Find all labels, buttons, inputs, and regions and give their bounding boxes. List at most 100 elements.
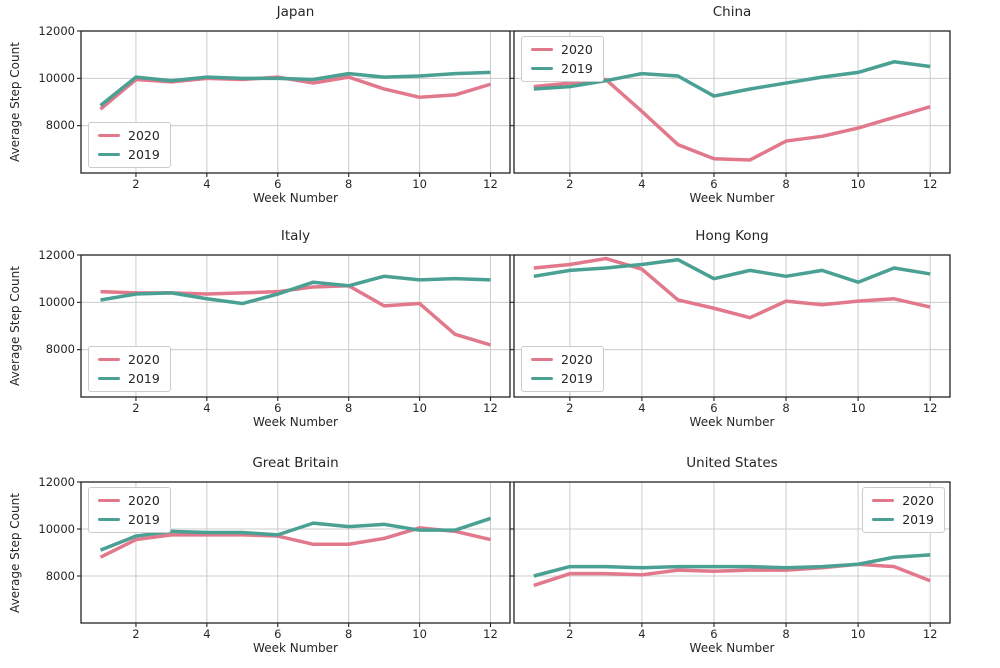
- subplot-japan: Japan Week Number 2 4 6 8 10 12 8000 10000 12000…: [38, 4, 511, 205]
- x-tick-label: 2: [566, 401, 574, 415]
- legend-label: 2020: [128, 128, 160, 143]
- x-tick-label: 10: [850, 177, 866, 191]
- legend-label: 2020: [561, 42, 593, 57]
- subplot-title: Italy: [280, 228, 311, 244]
- legend-entry: 2019: [98, 512, 160, 527]
- legend-label: 2019: [128, 512, 160, 527]
- legend-line-swatch: [98, 358, 120, 361]
- x-tick-label: 8: [782, 401, 790, 415]
- x-axis-label: Week Number: [689, 191, 775, 205]
- tick-marks: [77, 254, 492, 401]
- series-line-2019: [533, 257, 931, 284]
- legend-label: 2020: [128, 352, 160, 367]
- x-axis-label: Week Number: [689, 641, 775, 655]
- x-tick-label: 8: [345, 401, 353, 415]
- subplot-title: China: [712, 4, 752, 20]
- legend-label: 2020: [128, 493, 160, 508]
- x-tick-label: 10: [412, 627, 427, 641]
- x-tick-label: 2: [566, 627, 574, 641]
- legend: 2020 2019: [521, 346, 604, 392]
- y-axis-label: Average Step Count: [8, 42, 22, 162]
- x-tick-label: 2: [132, 627, 140, 641]
- series-line-2019: [99, 70, 491, 107]
- legend-line-swatch: [872, 499, 895, 502]
- legend-entry: 2019: [531, 61, 593, 76]
- x-axis-label: Week Number: [253, 641, 338, 655]
- y-axis-label: Average Step Count: [8, 266, 22, 386]
- y-tick-label: 8000: [45, 342, 75, 357]
- x-tick-label: 4: [638, 627, 646, 641]
- legend-entry: 2020: [872, 493, 934, 508]
- x-tick-label: 6: [710, 401, 718, 415]
- y-axis-label: Average Step Count: [8, 493, 22, 613]
- series-line-2020: [533, 256, 931, 320]
- legend-entry: 2019: [872, 512, 934, 527]
- x-tick-label: 4: [638, 401, 646, 415]
- plot-spines: [80, 30, 511, 174]
- subplot-great-britain: Great Britain Week Number 2 4 6 8 10 12 8000 10…: [38, 455, 511, 655]
- plot-area: [510, 481, 951, 627]
- x-tick-label: 2: [132, 401, 140, 415]
- y-tick-label: 12000: [38, 23, 75, 38]
- legend-label: 2020: [902, 493, 934, 508]
- y-tick-label: 10000: [38, 521, 75, 536]
- x-tick-label: 12: [483, 401, 498, 415]
- legend-line-swatch: [531, 48, 553, 51]
- legend-entry: 2019: [98, 371, 160, 386]
- subplot-hong-kong: Hong Kong Week Number 2 4 6 8 10 12 2020 2019: [510, 228, 951, 429]
- legend-entry: 2020: [531, 352, 593, 367]
- x-tick-label: 2: [566, 177, 574, 191]
- tick-marks: [510, 30, 931, 177]
- plot-area: [77, 254, 511, 401]
- series-line-2019: [533, 553, 931, 578]
- subplot-title: United States: [686, 455, 778, 471]
- legend-label: 2019: [902, 512, 934, 527]
- x-tick-label: 8: [782, 177, 790, 191]
- legend-entry: 2020: [98, 493, 160, 508]
- x-tick-label: 10: [850, 627, 866, 641]
- x-tick-label: 4: [203, 401, 211, 415]
- x-axis-label: Week Number: [253, 191, 338, 205]
- plot-spines: [513, 481, 951, 624]
- subplot-china: China Week Number 2 4 6 8 10 12 2020 2019: [510, 4, 951, 205]
- legend-line-swatch: [531, 358, 553, 361]
- x-tick-label: 4: [203, 627, 211, 641]
- x-tick-label: 6: [710, 627, 718, 641]
- legend-line-swatch: [531, 377, 553, 380]
- x-tick-label: 10: [850, 401, 866, 415]
- x-tick-label: 4: [203, 177, 211, 191]
- legend-label: 2019: [561, 61, 593, 76]
- x-tick-label: 10: [412, 177, 427, 191]
- legend-entry: 2020: [98, 128, 160, 143]
- x-tick-label: 12: [483, 627, 498, 641]
- legend: 2020 2019: [88, 122, 171, 168]
- x-tick-label: 12: [483, 177, 498, 191]
- subplot-title: Japan: [276, 4, 315, 20]
- x-tick-label: 12: [922, 401, 938, 415]
- legend-entry: 2019: [531, 371, 593, 386]
- legend: 2020 2019: [521, 36, 604, 82]
- legend-entry: 2019: [98, 147, 160, 162]
- x-tick-label: 2: [132, 177, 140, 191]
- legend-line-swatch: [872, 518, 895, 521]
- legend-line-swatch: [98, 518, 120, 521]
- subplot-title: Great Britain: [252, 455, 339, 471]
- legend-label: 2019: [128, 371, 160, 386]
- x-tick-label: 8: [345, 627, 353, 641]
- legend: 2020 2019: [88, 346, 171, 392]
- x-tick-label: 4: [638, 177, 646, 191]
- plot-spines: [80, 254, 511, 398]
- legend-line-swatch: [98, 134, 120, 137]
- series-line-2020: [99, 526, 491, 559]
- legend-entry: 2020: [98, 352, 160, 367]
- tick-marks: [510, 254, 931, 401]
- plot-spines: [80, 481, 511, 624]
- legend: 2020 2019: [88, 487, 171, 533]
- x-axis-label: Week Number: [689, 415, 775, 429]
- y-tick-label: 10000: [38, 294, 75, 309]
- x-tick-label: 12: [922, 177, 938, 191]
- y-tick-label: 10000: [38, 70, 75, 85]
- plot-spines: [513, 30, 951, 174]
- subplot-italy: Italy Week Number 2 4 6 8 10 12 8000 10000 12000…: [38, 228, 511, 429]
- legend-line-swatch: [531, 67, 553, 70]
